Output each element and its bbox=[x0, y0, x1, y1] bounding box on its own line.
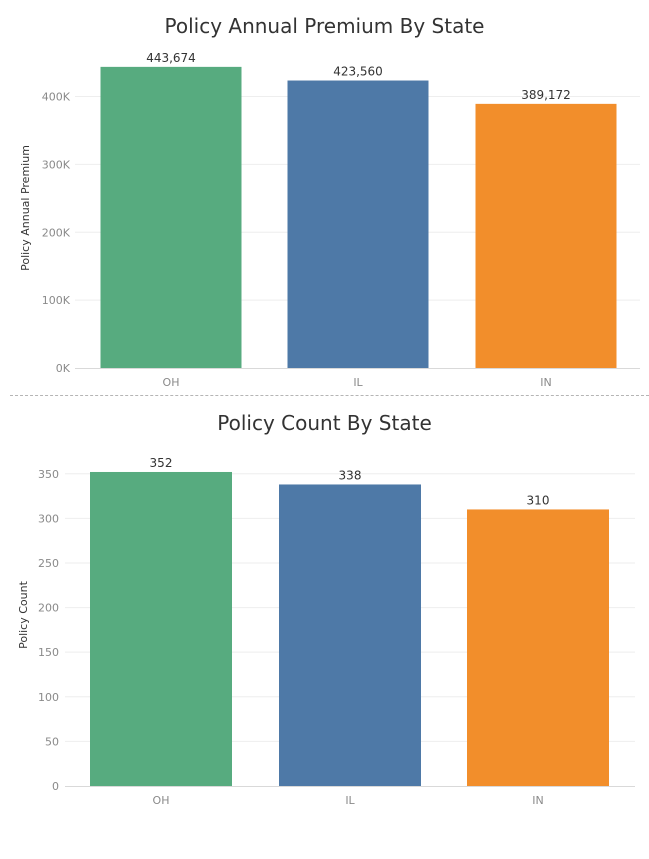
data-label-in: 389,172 bbox=[521, 88, 571, 102]
chart-title-count: Policy Count By State bbox=[217, 411, 432, 435]
data-label-oh: 443,674 bbox=[146, 51, 196, 65]
data-label-oh: 352 bbox=[150, 456, 173, 470]
y-tick-label: 400K bbox=[42, 91, 71, 104]
y-tick-label: 200K bbox=[42, 226, 71, 239]
bar-il[interactable] bbox=[279, 484, 421, 786]
x-tick-label-in: IN bbox=[532, 794, 543, 807]
y-axis-title: Policy Count bbox=[17, 580, 30, 648]
bar-oh[interactable] bbox=[90, 471, 232, 786]
bar-in[interactable] bbox=[475, 103, 617, 368]
y-tick-label: 100K bbox=[42, 294, 71, 307]
x-tick-label-in: IN bbox=[540, 376, 551, 389]
x-tick-label-il: IL bbox=[345, 794, 355, 807]
y-axis-title: Policy Annual Premium bbox=[19, 145, 32, 271]
data-label-il: 338 bbox=[339, 468, 362, 482]
x-tick-label-il: IL bbox=[353, 376, 363, 389]
y-tick-label: 200 bbox=[38, 602, 59, 615]
y-tick-label: 50 bbox=[45, 735, 59, 748]
chart-title-premium: Policy Annual Premium By State bbox=[164, 14, 485, 38]
y-tick-label: 0K bbox=[56, 362, 71, 375]
y-tick-label: 250 bbox=[38, 557, 59, 570]
y-tick-label: 300 bbox=[38, 512, 59, 525]
data-label-in: 310 bbox=[527, 493, 550, 507]
bar-oh[interactable] bbox=[100, 66, 242, 368]
x-tick-label-oh: OH bbox=[153, 794, 170, 807]
bar-in[interactable] bbox=[467, 509, 609, 786]
y-tick-label: 300K bbox=[42, 158, 71, 171]
premium-bar-chart: 0K 100K 200K 300K 400K 443,674 OH 423,560 IL 389,… bbox=[19, 51, 640, 389]
chart-divider bbox=[10, 395, 649, 396]
y-tick-label: 100 bbox=[38, 691, 59, 704]
x-tick-label-oh: OH bbox=[163, 376, 180, 389]
y-tick-label: 0 bbox=[52, 780, 59, 793]
y-tick-label: 350 bbox=[38, 468, 59, 481]
bar-il[interactable] bbox=[287, 80, 429, 369]
data-label-il: 423,560 bbox=[333, 65, 383, 79]
y-tick-label: 150 bbox=[38, 646, 59, 659]
